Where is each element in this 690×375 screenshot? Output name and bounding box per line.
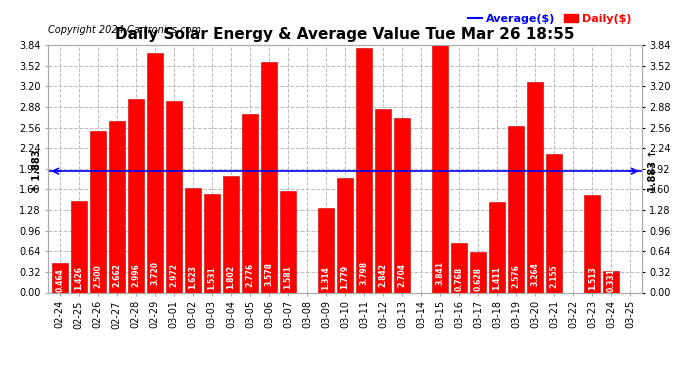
Bar: [471, 252, 486, 292]
Text: 3.798: 3.798: [359, 261, 368, 285]
Bar: [509, 126, 524, 292]
Bar: [128, 99, 144, 292]
Bar: [147, 53, 163, 292]
Bar: [451, 243, 467, 292]
Bar: [242, 114, 257, 292]
Bar: [90, 131, 106, 292]
Text: 3.841: 3.841: [435, 261, 444, 285]
Text: 0.768: 0.768: [455, 267, 464, 291]
Text: 2.500: 2.500: [93, 264, 102, 288]
Bar: [546, 154, 562, 292]
Bar: [166, 101, 181, 292]
Bar: [337, 178, 353, 292]
Text: 3.264: 3.264: [531, 262, 540, 286]
Text: 2.704: 2.704: [397, 263, 406, 287]
Text: 2.842: 2.842: [379, 263, 388, 287]
Text: 2.576: 2.576: [512, 264, 521, 288]
Text: Copyright 2024 Cartronics.com: Copyright 2024 Cartronics.com: [48, 25, 201, 35]
Text: 0.628: 0.628: [473, 267, 482, 291]
Bar: [109, 121, 125, 292]
Bar: [71, 201, 86, 292]
Text: 0.464: 0.464: [55, 268, 64, 292]
Bar: [527, 82, 543, 292]
Bar: [433, 45, 448, 292]
Text: 2.776: 2.776: [246, 263, 255, 287]
Bar: [204, 194, 219, 292]
Bar: [394, 118, 410, 292]
Bar: [489, 201, 505, 292]
Bar: [318, 208, 334, 292]
Bar: [261, 62, 277, 292]
Text: 1.411: 1.411: [493, 266, 502, 290]
Text: 3.578: 3.578: [264, 262, 273, 286]
Bar: [604, 271, 619, 292]
Text: 3.720: 3.720: [150, 261, 159, 285]
Text: 1.314: 1.314: [322, 266, 331, 290]
Bar: [280, 190, 296, 292]
Bar: [375, 110, 391, 292]
Text: 1.623: 1.623: [188, 266, 197, 290]
Bar: [52, 262, 68, 292]
Text: 2.996: 2.996: [131, 263, 140, 287]
Text: ↑ 1.883: ↑ 1.883: [32, 150, 42, 192]
Text: 1.779: 1.779: [340, 265, 350, 289]
Text: 1.802: 1.802: [226, 265, 235, 289]
Title: Daily Solar Energy & Average Value Tue Mar 26 18:55: Daily Solar Energy & Average Value Tue M…: [115, 27, 575, 42]
Bar: [223, 176, 239, 292]
Bar: [185, 188, 201, 292]
Bar: [584, 195, 600, 292]
Text: 1.883 ↑: 1.883 ↑: [648, 150, 658, 192]
Bar: [356, 48, 372, 292]
Text: 2.662: 2.662: [112, 264, 121, 287]
Text: 2.972: 2.972: [169, 263, 178, 287]
Text: 1.513: 1.513: [588, 266, 597, 290]
Text: 1.426: 1.426: [75, 266, 83, 290]
Text: 2.155: 2.155: [550, 265, 559, 288]
Legend: Average($), Daily($): Average($), Daily($): [464, 10, 636, 28]
Text: 1.531: 1.531: [208, 266, 217, 290]
Text: 1.581: 1.581: [284, 266, 293, 290]
Text: 0.331: 0.331: [607, 268, 615, 292]
